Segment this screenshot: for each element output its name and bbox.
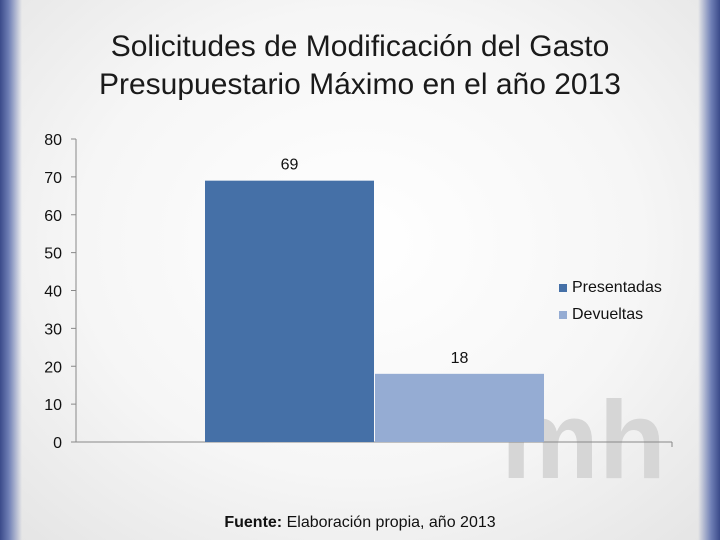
source-text: Elaboración propia, año 2013	[286, 514, 496, 531]
source-label: Fuente:	[224, 514, 283, 531]
data-label: 69	[281, 157, 299, 174]
bar-presentadas	[205, 180, 374, 442]
chart-title: Solicitudes de Modificación del Gasto Pr…	[40, 28, 680, 104]
y-tick-label: 70	[44, 170, 62, 187]
legend-label-presentadas: Presentadas	[572, 279, 662, 296]
legend-swatch-devueltas	[559, 311, 567, 319]
y-tick-label: 80	[44, 132, 62, 149]
bar-devueltas	[375, 373, 544, 442]
slide-frame-left	[0, 0, 22, 540]
data-label: 18	[451, 350, 469, 367]
y-tick-label: 20	[44, 359, 62, 376]
chart-bars	[205, 180, 544, 442]
y-tick-label: 0	[53, 435, 62, 452]
chart-data-labels: 69 18	[281, 157, 469, 367]
y-tick-label: 40	[44, 284, 62, 301]
y-tick-label: 50	[44, 246, 62, 263]
slide-frame-right	[698, 0, 720, 540]
y-tick-label: 60	[44, 208, 62, 225]
y-tick-label: 30	[44, 321, 62, 338]
legend-label-devueltas: Devueltas	[572, 306, 643, 323]
chart-title-line-2: Presupuestario Máximo en el año 2013	[99, 68, 621, 101]
y-tick-label: 10	[44, 397, 62, 414]
chart-legend: Presentadas Devueltas	[559, 279, 662, 323]
chart-title-line-1: Solicitudes de Modificación del Gasto	[110, 30, 610, 63]
source-note: Fuente: Elaboración propia, año 2013	[0, 514, 720, 532]
legend-swatch-presentadas	[559, 284, 567, 292]
